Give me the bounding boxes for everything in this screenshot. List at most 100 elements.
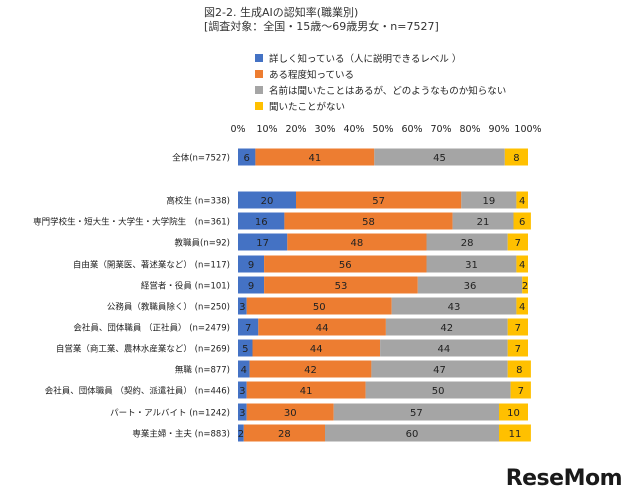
category-label: 教職員(n=92) bbox=[175, 238, 230, 249]
data-label: 4 bbox=[519, 196, 525, 207]
data-label: 10 bbox=[507, 408, 520, 419]
bar-segment bbox=[238, 148, 256, 166]
data-label: 3 bbox=[239, 408, 245, 419]
data-label: 9 bbox=[248, 260, 254, 271]
bar-segment bbox=[417, 276, 523, 294]
bar-segment bbox=[325, 424, 499, 442]
x-tick-label: 60% bbox=[401, 124, 422, 135]
data-label: 17 bbox=[256, 238, 269, 249]
data-label: 3 bbox=[239, 386, 245, 397]
data-label: 57 bbox=[372, 196, 385, 207]
data-label: 9 bbox=[248, 281, 254, 292]
data-label: 2 bbox=[238, 429, 244, 440]
category-label: 公務員（教職員除く） (n=250) bbox=[107, 302, 230, 313]
bar-segment bbox=[371, 360, 508, 378]
bar-segment bbox=[522, 276, 528, 294]
bar-segment bbox=[452, 212, 514, 230]
legend-item-1: 詳しく知っている（人に説明できるレベル ） bbox=[255, 50, 506, 66]
bar-segment bbox=[243, 424, 325, 442]
x-tick-label: 80% bbox=[459, 124, 480, 135]
bar-segment bbox=[510, 381, 531, 399]
data-label: 47 bbox=[433, 365, 446, 376]
data-label: 4 bbox=[519, 302, 525, 313]
data-label: 6 bbox=[244, 153, 250, 164]
bar-segment bbox=[499, 403, 528, 421]
bar-segment bbox=[238, 191, 296, 209]
data-label: 44 bbox=[438, 344, 451, 355]
category-label: 自由業（開業医、著述業など） (n=117) bbox=[73, 260, 230, 271]
category-label: 無職 (n=877) bbox=[175, 365, 230, 376]
bar-segment bbox=[238, 424, 244, 442]
bar-segment bbox=[246, 381, 366, 399]
data-label: 36 bbox=[464, 281, 477, 292]
data-label: 50 bbox=[432, 386, 445, 397]
bar-segment bbox=[461, 191, 517, 209]
category-label: 全体(n=7527) bbox=[172, 153, 230, 164]
data-label: 8 bbox=[513, 153, 519, 164]
legend-item-3: 名前は聞いたことはあるが、どのようなものか知らない bbox=[255, 82, 506, 98]
bar-segment bbox=[499, 424, 531, 442]
bar-segment bbox=[284, 212, 453, 230]
data-label: 4 bbox=[241, 365, 247, 376]
bar-segment bbox=[507, 233, 528, 251]
data-label: 56 bbox=[339, 260, 352, 271]
data-label: 43 bbox=[448, 302, 461, 313]
data-label: 44 bbox=[316, 323, 329, 334]
data-label: 41 bbox=[308, 153, 321, 164]
bar-segment bbox=[249, 360, 372, 378]
category-label: 会社員、団体職員 （正社員） (n=2479) bbox=[73, 323, 230, 334]
bar-segment bbox=[385, 318, 508, 336]
data-label: 31 bbox=[465, 260, 478, 271]
data-label: 45 bbox=[433, 153, 446, 164]
bar-segment bbox=[252, 339, 381, 357]
resemom-logo: ReseMom bbox=[505, 466, 623, 491]
bar-segment bbox=[507, 360, 531, 378]
data-label: 3 bbox=[239, 302, 245, 313]
category-label: 経営者・役員 (n=101) bbox=[141, 281, 230, 292]
bar-segment bbox=[426, 255, 517, 273]
data-label: 7 bbox=[518, 386, 524, 397]
bar-segment bbox=[507, 339, 528, 357]
bar-segment bbox=[238, 255, 265, 273]
chart-legend: 詳しく知っている（人に説明できるレベル ） ある程度知っている 名前は聞いたことはあ… bbox=[255, 50, 506, 114]
legend-swatch bbox=[255, 70, 263, 78]
x-tick-label: 90% bbox=[488, 124, 509, 135]
bar-segment bbox=[504, 148, 528, 166]
bar-segment bbox=[296, 191, 462, 209]
category-label: 高校生 (n=338) bbox=[166, 196, 230, 207]
data-label: 44 bbox=[310, 344, 323, 355]
category-label: パート・アルバイト (n=1242) bbox=[110, 409, 230, 419]
data-label: 20 bbox=[261, 196, 274, 207]
x-tick-label: 100% bbox=[514, 124, 541, 135]
data-label: 48 bbox=[351, 238, 364, 249]
x-tick-label: 0% bbox=[230, 124, 245, 135]
category-label: 自営業（商工業、農林水産業など） (n=269) bbox=[56, 344, 230, 355]
bar-segment bbox=[374, 148, 505, 166]
data-label: 2 bbox=[522, 281, 528, 292]
data-label: 28 bbox=[278, 429, 291, 440]
data-label: 7 bbox=[515, 344, 521, 355]
bar-segment bbox=[238, 276, 265, 294]
bar-segment bbox=[238, 212, 285, 230]
data-label: 57 bbox=[410, 408, 423, 419]
data-label: 60 bbox=[406, 429, 419, 440]
bar-segment bbox=[365, 381, 511, 399]
data-label: 41 bbox=[300, 386, 313, 397]
data-label: 7 bbox=[515, 323, 521, 334]
legend-label: 聞いたことがない bbox=[269, 102, 346, 113]
bar-segment bbox=[516, 191, 528, 209]
bar-segment bbox=[258, 318, 386, 336]
legend-item-4: 聞いたことがない bbox=[255, 98, 506, 114]
legend-swatch bbox=[255, 54, 263, 62]
data-label: 8 bbox=[516, 365, 522, 376]
bar-segment bbox=[238, 360, 250, 378]
bar-segment bbox=[516, 255, 528, 273]
data-label: 42 bbox=[304, 365, 317, 376]
data-label: 7 bbox=[245, 323, 251, 334]
x-tick-label: 70% bbox=[430, 124, 451, 135]
data-label: 4 bbox=[519, 260, 525, 271]
bar-segment bbox=[507, 318, 528, 336]
data-label: 16 bbox=[255, 217, 268, 228]
bar-segment bbox=[516, 297, 528, 315]
